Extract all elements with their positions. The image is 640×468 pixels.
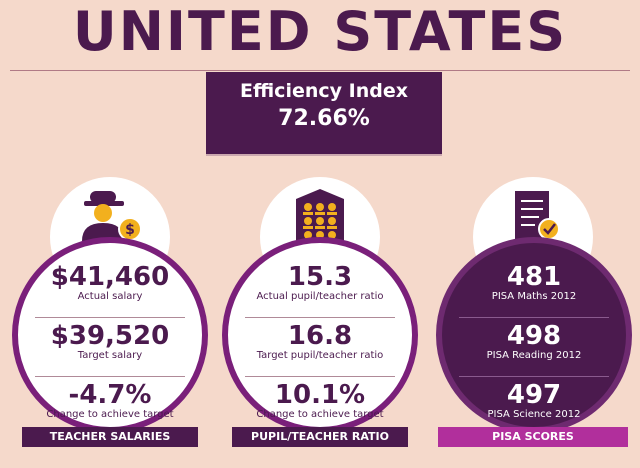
metric-label: PISA Maths 2012	[491, 291, 577, 302]
panel-banner: PUPIL/TEACHER RATIO	[232, 427, 408, 447]
efficiency-index-box: Efficiency Index 72.66%	[206, 72, 442, 154]
metric-value: -4.7%	[68, 380, 152, 410]
panel-banner: PISA SCORES	[438, 427, 628, 447]
metric-pisa-maths: 481 PISA Maths 2012	[446, 263, 622, 315]
metric-value: 497	[506, 380, 562, 410]
metrics-circle	[12, 237, 208, 433]
metric-value: 10.1%	[274, 380, 366, 410]
metric-change: -4.7% Change to achieve target	[22, 381, 198, 433]
metric-actual-ratio: 15.3 Actual pupil/teacher ratio	[232, 263, 408, 315]
divider	[35, 376, 185, 377]
pisa-scores-panel: 481 PISA Maths 2012 498 PISA Reading 201…	[436, 175, 632, 468]
metric-label: Target pupil/teacher ratio	[256, 350, 384, 361]
divider	[459, 376, 609, 377]
metric-target-ratio: 16.8 Target pupil/teacher ratio	[232, 322, 408, 374]
metric-value: 16.8	[287, 321, 353, 351]
metric-label: Change to achieve target	[256, 409, 384, 420]
title-divider	[10, 70, 630, 71]
metric-value: 498	[506, 321, 562, 351]
checklist-icon	[515, 191, 560, 240]
metric-value: 15.3	[287, 262, 353, 292]
metric-change: 10.1% Change to achieve target	[232, 381, 408, 433]
metric-label: Actual pupil/teacher ratio	[256, 291, 384, 302]
panel-banner: TEACHER SALARIES	[22, 427, 198, 447]
metric-value: $41,460	[50, 262, 170, 292]
metric-actual-salary: $41,460 Actual salary	[22, 263, 198, 315]
metrics-list: $41,460 Actual salary $39,520 Target sal…	[22, 263, 198, 433]
metric-label: PISA Reading 2012	[486, 350, 582, 361]
metrics-list: 481 PISA Maths 2012 498 PISA Reading 201…	[446, 263, 622, 433]
metric-value: $39,520	[50, 321, 170, 351]
teacher-salaries-panel: $ $41,460 Actual salary $39,520 Target s…	[12, 175, 208, 468]
page-title: UNITED STATES	[72, 0, 568, 63]
metrics-list: 15.3 Actual pupil/teacher ratio 16.8 Tar…	[232, 263, 408, 433]
divider	[245, 376, 395, 377]
classroom-icon	[296, 189, 344, 245]
metrics-circle	[222, 237, 418, 433]
efficiency-index-value: 72.66%	[278, 106, 370, 131]
metric-value: 481	[506, 262, 562, 292]
divider	[35, 317, 185, 318]
svg-text:$: $	[125, 222, 135, 238]
metric-label: Actual salary	[77, 291, 143, 302]
metric-pisa-science: 497 PISA Science 2012	[446, 381, 622, 433]
efficiency-index-label: Efficiency Index	[240, 80, 408, 102]
divider	[245, 317, 395, 318]
metrics-circle	[436, 237, 632, 433]
metric-pisa-reading: 498 PISA Reading 2012	[446, 322, 622, 374]
metric-target-salary: $39,520 Target salary	[22, 322, 198, 374]
metric-label: PISA Science 2012	[487, 409, 581, 420]
metric-label: Target salary	[77, 350, 143, 361]
divider	[459, 317, 609, 318]
pupil-teacher-ratio-panel: 15.3 Actual pupil/teacher ratio 16.8 Tar…	[222, 175, 418, 468]
metric-label: Change to achieve target	[46, 409, 174, 420]
